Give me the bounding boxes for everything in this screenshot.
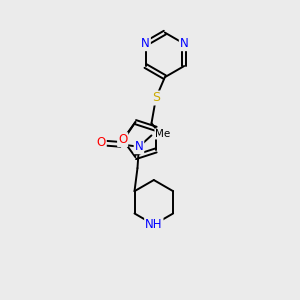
- Text: O: O: [97, 136, 106, 149]
- Text: Me: Me: [155, 129, 170, 139]
- Text: S: S: [152, 92, 160, 104]
- Text: O: O: [118, 133, 127, 146]
- Text: NH: NH: [145, 218, 163, 231]
- Text: N: N: [135, 140, 143, 153]
- Text: N: N: [180, 37, 188, 50]
- Text: N: N: [141, 37, 150, 50]
